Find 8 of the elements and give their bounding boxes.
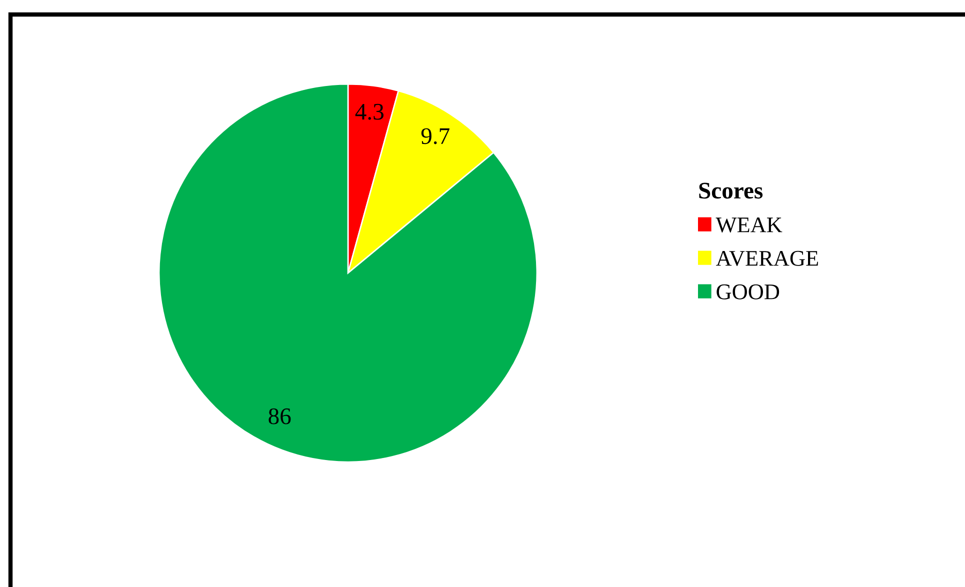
pie-slice [158,83,538,463]
data-label: 4.3 [355,104,384,120]
legend-label: GOOD [716,284,780,300]
data-label: 86 [268,408,291,424]
data-label: 9.7 [421,128,450,144]
legend-title: Scores [699,182,763,199]
legend-label: AVERAGE [716,250,818,266]
legend-label: WEAK [716,217,782,233]
